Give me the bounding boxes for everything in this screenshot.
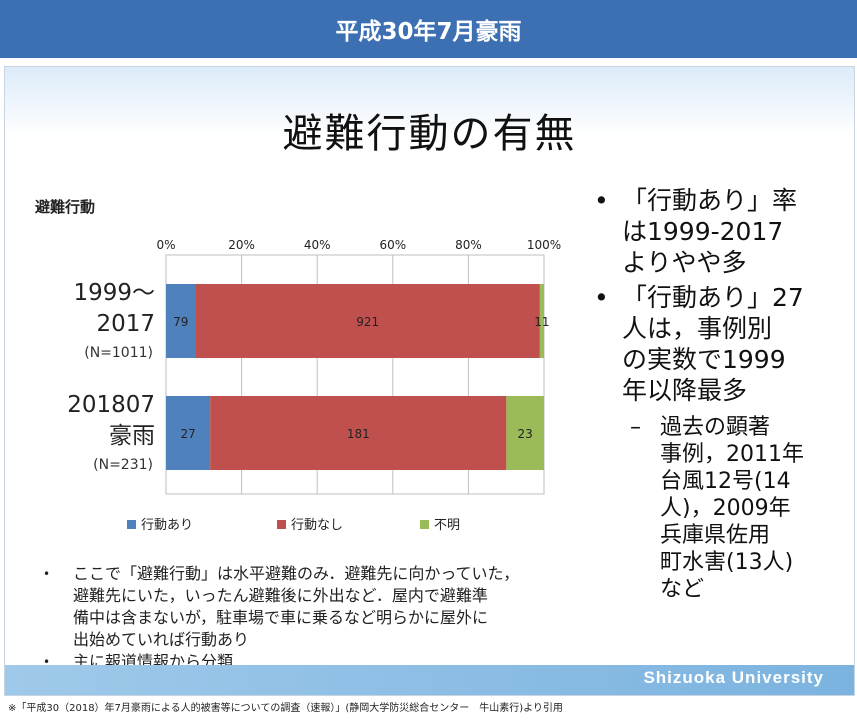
note-line: 備中は含まないが，駐車場で車に乗るなど明らかに屋外に (73, 608, 489, 627)
category-n-label: (N=231) (93, 457, 153, 473)
sub-bullet-line: 事例，2011年 (660, 442, 804, 467)
bullet-item: • 「行動あり」率 は1999-2017 よりやや多 (588, 185, 850, 278)
bar-segment (506, 396, 544, 470)
legend-swatch (420, 520, 429, 529)
bullet-line: は1999-2017 (622, 217, 784, 246)
header-title: 平成30年7月豪雨 (335, 19, 522, 45)
header-bar: 平成30年7月豪雨 (0, 0, 857, 58)
slide-title: 避難行動の有無 (282, 111, 577, 157)
notes: • ここで「避難行動」は水平避難のみ．避難先に向かっていた， 避難先にいた，いったん… (39, 563, 599, 673)
sub-bullet-item: – 過去の顕著 事例，2011年 台風12号(14 人)，2009年 兵庫県佐用 町水害(1… (588, 414, 850, 603)
university-brand: Shizuoka University (643, 668, 824, 687)
right-bullets: • 「行動あり」率 は1999-2017 よりやや多 • 「行動あり」27 人は，事例別 の実… (588, 185, 850, 603)
category-label-line2: 豪雨 (109, 423, 155, 449)
legend-label: 行動あり (141, 518, 193, 533)
data-label: 27 (180, 427, 195, 441)
x-tick-label: 0% (156, 238, 175, 252)
legend-label: 行動なし (291, 518, 343, 533)
data-label: 11 (534, 315, 549, 329)
bullet-line: よりやや多 (622, 248, 747, 277)
category-label-line1: 201807 (67, 392, 155, 418)
citation: ※「平成30（2018）年7月豪雨による人的被害等についての調査（速報）」(静岡… (8, 703, 563, 714)
note-dot: • (43, 655, 51, 669)
chart-title: 避難行動 (35, 198, 95, 216)
bullet-line: 「行動あり」率 (622, 186, 798, 215)
bullet-dot: • (594, 283, 609, 312)
legend-swatch (127, 520, 136, 529)
note-line: 避難先にいた，いったん避難後に外出など．屋内で避難準 (73, 586, 488, 605)
legend-swatch (277, 520, 286, 529)
data-label: 181 (347, 427, 370, 441)
sub-bullet-line: 人)，2009年 (660, 496, 791, 521)
category-label-line2: 2017 (96, 311, 155, 337)
bar-segment (210, 396, 507, 470)
bullet-line: の実数で1999 (622, 345, 786, 374)
bullet-dot: • (594, 186, 609, 215)
bullet-line: 人は，事例別 (622, 314, 773, 343)
footer-band (5, 665, 854, 695)
sub-bullet-line: 台風12号(14 (660, 469, 791, 494)
x-tick-label: 40% (304, 238, 331, 252)
data-label: 921 (356, 315, 379, 329)
bar-segment (195, 284, 540, 358)
legend-label: 不明 (434, 518, 460, 533)
note-line: 出始めていれば行動あり (73, 630, 250, 649)
note-line: ここで「避難行動」は水平避難のみ．避難先に向かっていた， (73, 564, 520, 583)
bar-segment (166, 284, 196, 358)
sub-bullet-line: 兵庫県佐用 (660, 523, 771, 548)
category-label-line1: 1999～ (73, 280, 155, 306)
stacked-bar-chart: 避難行動 0% 20% 40% 60% 80% 100% 79 921 11 1999～ 2017 (N… (35, 198, 561, 533)
data-label: 23 (518, 427, 533, 441)
bullet-item: • 「行動あり」27 人は，事例別 の実数で1999 年以降最多 (588, 282, 850, 406)
bar-segment (166, 396, 211, 470)
x-tick-label: 80% (455, 238, 482, 252)
sub-bullet-dash: – (630, 415, 641, 440)
slide-header-gradient (5, 67, 854, 137)
sub-bullet-line: 過去の顕著 (660, 415, 771, 440)
note-item: • ここで「避難行動」は水平避難のみ．避難先に向かっていた， 避難先にいた，いったん… (39, 563, 599, 651)
data-label: 79 (173, 315, 188, 329)
x-tick-label: 100% (527, 238, 561, 252)
sub-bullet-line: など (660, 577, 705, 602)
sub-bullet-line: 町水害(13人) (660, 550, 794, 575)
slide: 避難行動の有無 避難行動 0% 20% 40% 60% 80% 100% 79 921 11 199… (4, 66, 855, 696)
x-tick-label: 60% (379, 238, 406, 252)
bullet-line: 「行動あり」27 (622, 283, 804, 312)
bar-segment (539, 284, 544, 358)
bullet-line: 年以降最多 (622, 376, 748, 405)
note-dot: • (43, 567, 51, 581)
category-n-label: (N=1011) (84, 345, 153, 361)
x-tick-label: 20% (228, 238, 255, 252)
